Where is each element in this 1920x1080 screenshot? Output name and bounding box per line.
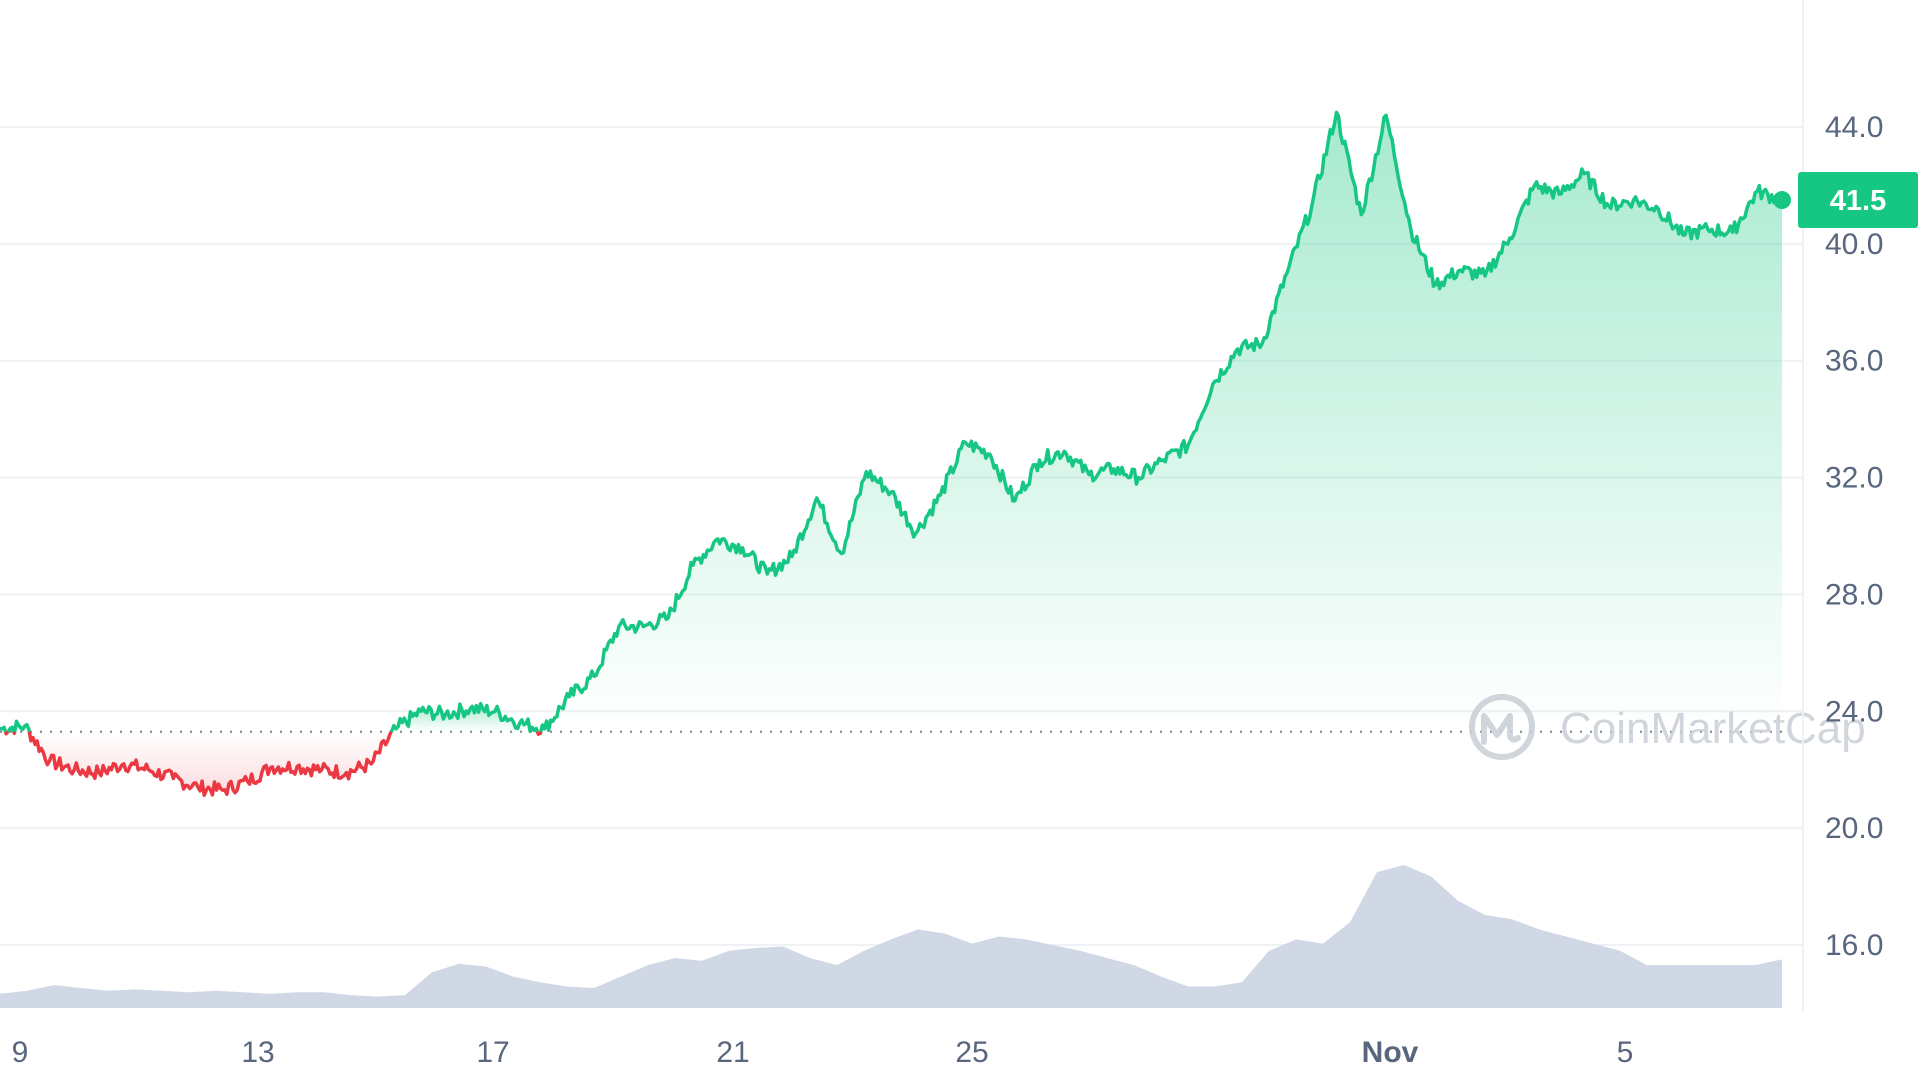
price-line-down (12, 731, 17, 736)
y-axis: 44.0 40.0 36.0 32.0 28.0 24.0 20.0 16.0 (1825, 111, 1883, 962)
current-price-label: 41.5 (1830, 185, 1886, 217)
y-tick-label: 44.0 (1825, 111, 1883, 144)
price-area-up (14, 721, 30, 732)
price-line-up (0, 725, 8, 733)
x-tick-label: 5 (1617, 1036, 1634, 1069)
price-area-down (29, 731, 392, 796)
coinmarketcap-watermark: CoinMarketCap (1469, 694, 1866, 760)
y-tick-label: 16.0 (1825, 929, 1883, 962)
price-line-down (3, 730, 10, 736)
price-line-up (389, 701, 540, 733)
price-line-up (6, 725, 16, 734)
watermark-text: CoinMarketCap (1560, 704, 1866, 753)
x-tick-label: 13 (241, 1036, 274, 1069)
coinmarketcap-logo-icon (1469, 694, 1535, 760)
price-line (0, 110, 1784, 797)
price-line-down (535, 731, 543, 736)
current-price-badge: 41.5 (1798, 172, 1918, 229)
volume-area-shape (0, 865, 1782, 1008)
y-tick-label: 40.0 (1825, 228, 1883, 261)
price-badge-bg (1798, 172, 1918, 229)
price-line-up (539, 110, 1784, 733)
x-tick-label: 17 (476, 1036, 509, 1069)
price-line-up (12, 719, 32, 732)
y-tick-label: 32.0 (1825, 462, 1883, 495)
y-tick-label: 24.0 (1825, 695, 1883, 728)
x-axis: 9 13 17 21 25 Nov 5 (12, 1036, 1634, 1069)
price-area (0, 112, 1782, 796)
current-price-marker (1773, 191, 1791, 210)
volume-area (0, 865, 1782, 1008)
x-tick-label: 9 (12, 1036, 29, 1069)
y-tick-label: 20.0 (1825, 812, 1883, 845)
y-tick-label: 28.0 (1825, 578, 1883, 611)
coinmarketcap-logo-mark (1481, 713, 1521, 745)
x-tick-label: Nov (1362, 1036, 1419, 1069)
price-area-up (540, 112, 1782, 732)
x-tick-label: 21 (716, 1036, 749, 1069)
x-tick-label: 25 (955, 1036, 988, 1069)
y-tick-label: 36.0 (1825, 345, 1883, 378)
price-line-down (27, 730, 393, 797)
